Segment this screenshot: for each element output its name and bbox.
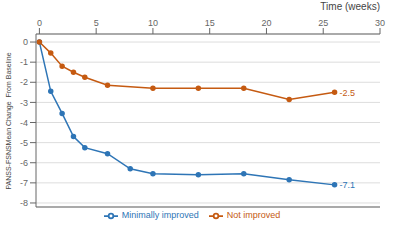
html-text:Not improved: Not improved bbox=[226, 210, 281, 221]
svg-text:10: 10 bbox=[148, 18, 158, 28]
svg-text:-5: -5 bbox=[20, 138, 28, 148]
svg-text:-1: -1 bbox=[20, 57, 28, 67]
html-text:Minimally improved: Minimally improved bbox=[121, 210, 199, 221]
svg-text:-2.5: -2.5 bbox=[340, 88, 356, 98]
svg-text:-7.1: -7.1 bbox=[340, 180, 356, 190]
svg-text:20: 20 bbox=[261, 18, 271, 28]
html-text:Time (weeks): Time (weeks) bbox=[320, 1, 380, 12]
html-text:PANSS-FSNSMean Change From Bas: PANSS-FSNSMean Change From Baseline bbox=[4, 51, 12, 190]
svg-text:-2: -2 bbox=[20, 77, 28, 87]
svg-text:-6: -6 bbox=[20, 158, 28, 168]
svg-text:0: 0 bbox=[23, 37, 28, 47]
svg-text:-3: -3 bbox=[20, 98, 28, 108]
svg-text:30: 30 bbox=[375, 18, 385, 28]
svg-text:15: 15 bbox=[205, 18, 215, 28]
svg-text:25: 25 bbox=[318, 18, 328, 28]
svg-text:5: 5 bbox=[94, 18, 99, 28]
svg-text:-7: -7 bbox=[20, 178, 28, 188]
svg-text:0: 0 bbox=[37, 18, 42, 28]
svg-text:-8: -8 bbox=[20, 198, 28, 208]
svg-text:-4: -4 bbox=[20, 118, 28, 128]
